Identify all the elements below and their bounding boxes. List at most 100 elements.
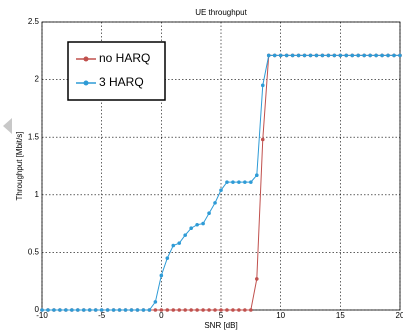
data-point xyxy=(183,233,187,237)
data-point xyxy=(326,53,331,58)
data-point xyxy=(290,53,295,58)
data-point xyxy=(249,308,253,312)
data-point xyxy=(159,308,164,312)
data-point xyxy=(183,308,187,312)
data-point xyxy=(87,308,92,312)
x-tick-label: 5 xyxy=(219,311,224,320)
legend-marker xyxy=(83,80,89,86)
data-point xyxy=(356,53,361,58)
data-point xyxy=(129,308,134,312)
data-point xyxy=(231,308,235,312)
data-point xyxy=(314,53,319,58)
data-point xyxy=(243,308,247,312)
data-point xyxy=(58,308,62,312)
data-point xyxy=(225,180,229,184)
x-axis-label: SNR [dB] xyxy=(204,321,237,330)
data-point xyxy=(189,226,193,231)
data-point xyxy=(105,308,110,312)
data-point xyxy=(111,308,116,312)
data-point xyxy=(207,308,211,312)
data-point xyxy=(213,201,217,205)
data-point xyxy=(123,308,128,312)
data-point xyxy=(52,308,56,312)
data-point xyxy=(332,53,337,58)
data-point xyxy=(219,308,223,312)
data-point xyxy=(386,53,390,58)
data-point xyxy=(380,53,384,58)
data-point xyxy=(165,308,170,312)
data-point xyxy=(254,173,259,178)
data-point xyxy=(272,53,277,58)
data-point xyxy=(231,180,235,184)
data-point xyxy=(207,211,211,216)
data-point xyxy=(147,308,152,312)
data-point xyxy=(219,188,223,192)
legend: no HARQ 3 HARQ xyxy=(67,41,166,101)
data-point xyxy=(201,221,205,226)
data-point xyxy=(195,222,199,227)
legend-label: no HARQ xyxy=(99,51,150,65)
data-point xyxy=(398,53,402,58)
data-point xyxy=(165,256,170,260)
x-tick-label: 0 xyxy=(159,311,164,320)
data-point xyxy=(76,308,80,312)
y-tick-label: 0 xyxy=(35,305,40,314)
legend-label: 3 HARQ xyxy=(99,75,144,89)
data-point xyxy=(260,83,265,88)
data-point xyxy=(159,273,164,278)
data-point xyxy=(362,53,367,58)
data-point xyxy=(296,53,301,58)
data-point xyxy=(117,308,122,312)
data-point xyxy=(260,137,265,142)
x-tick-label: -5 xyxy=(98,311,106,320)
data-point xyxy=(284,53,289,58)
data-point xyxy=(237,308,241,312)
data-point xyxy=(153,308,158,312)
data-point xyxy=(99,308,104,312)
data-point xyxy=(392,53,396,58)
data-point xyxy=(93,308,98,312)
data-point xyxy=(249,180,253,184)
legend-box xyxy=(67,41,166,101)
data-point xyxy=(40,308,44,312)
y-tick-label: 1 xyxy=(35,190,40,199)
data-point xyxy=(189,308,193,312)
data-point xyxy=(302,53,307,58)
data-point xyxy=(213,308,217,312)
data-point xyxy=(344,53,349,58)
data-point xyxy=(177,241,182,245)
data-point xyxy=(278,53,283,58)
x-tick-label: -10 xyxy=(36,311,48,320)
data-point xyxy=(338,53,343,58)
data-point xyxy=(171,243,176,248)
data-point xyxy=(46,308,50,312)
data-point xyxy=(135,308,140,312)
chart-title: UE throughput xyxy=(195,8,247,17)
data-point xyxy=(237,180,241,184)
data-point xyxy=(308,53,313,58)
data-point xyxy=(141,308,146,312)
data-point xyxy=(374,53,378,58)
data-point xyxy=(254,277,259,281)
data-point xyxy=(368,53,372,58)
legend-marker xyxy=(83,56,89,62)
data-point xyxy=(225,308,229,312)
data-point xyxy=(81,308,86,312)
y-axis-label: Throughput [Mbit/s] xyxy=(15,132,24,201)
data-point xyxy=(320,53,325,58)
y-tick-label: 2 xyxy=(35,75,40,84)
data-point xyxy=(201,308,205,312)
x-tick-label: 10 xyxy=(276,311,285,320)
x-tick-label: 15 xyxy=(336,311,345,320)
data-point xyxy=(266,53,271,58)
data-point xyxy=(64,308,68,312)
data-point xyxy=(70,308,74,312)
data-point xyxy=(177,308,182,312)
data-point xyxy=(153,300,158,304)
data-point xyxy=(350,53,355,58)
y-tick-label: 0.5 xyxy=(28,248,40,257)
nav-arrow xyxy=(3,118,12,134)
data-point xyxy=(243,180,247,184)
